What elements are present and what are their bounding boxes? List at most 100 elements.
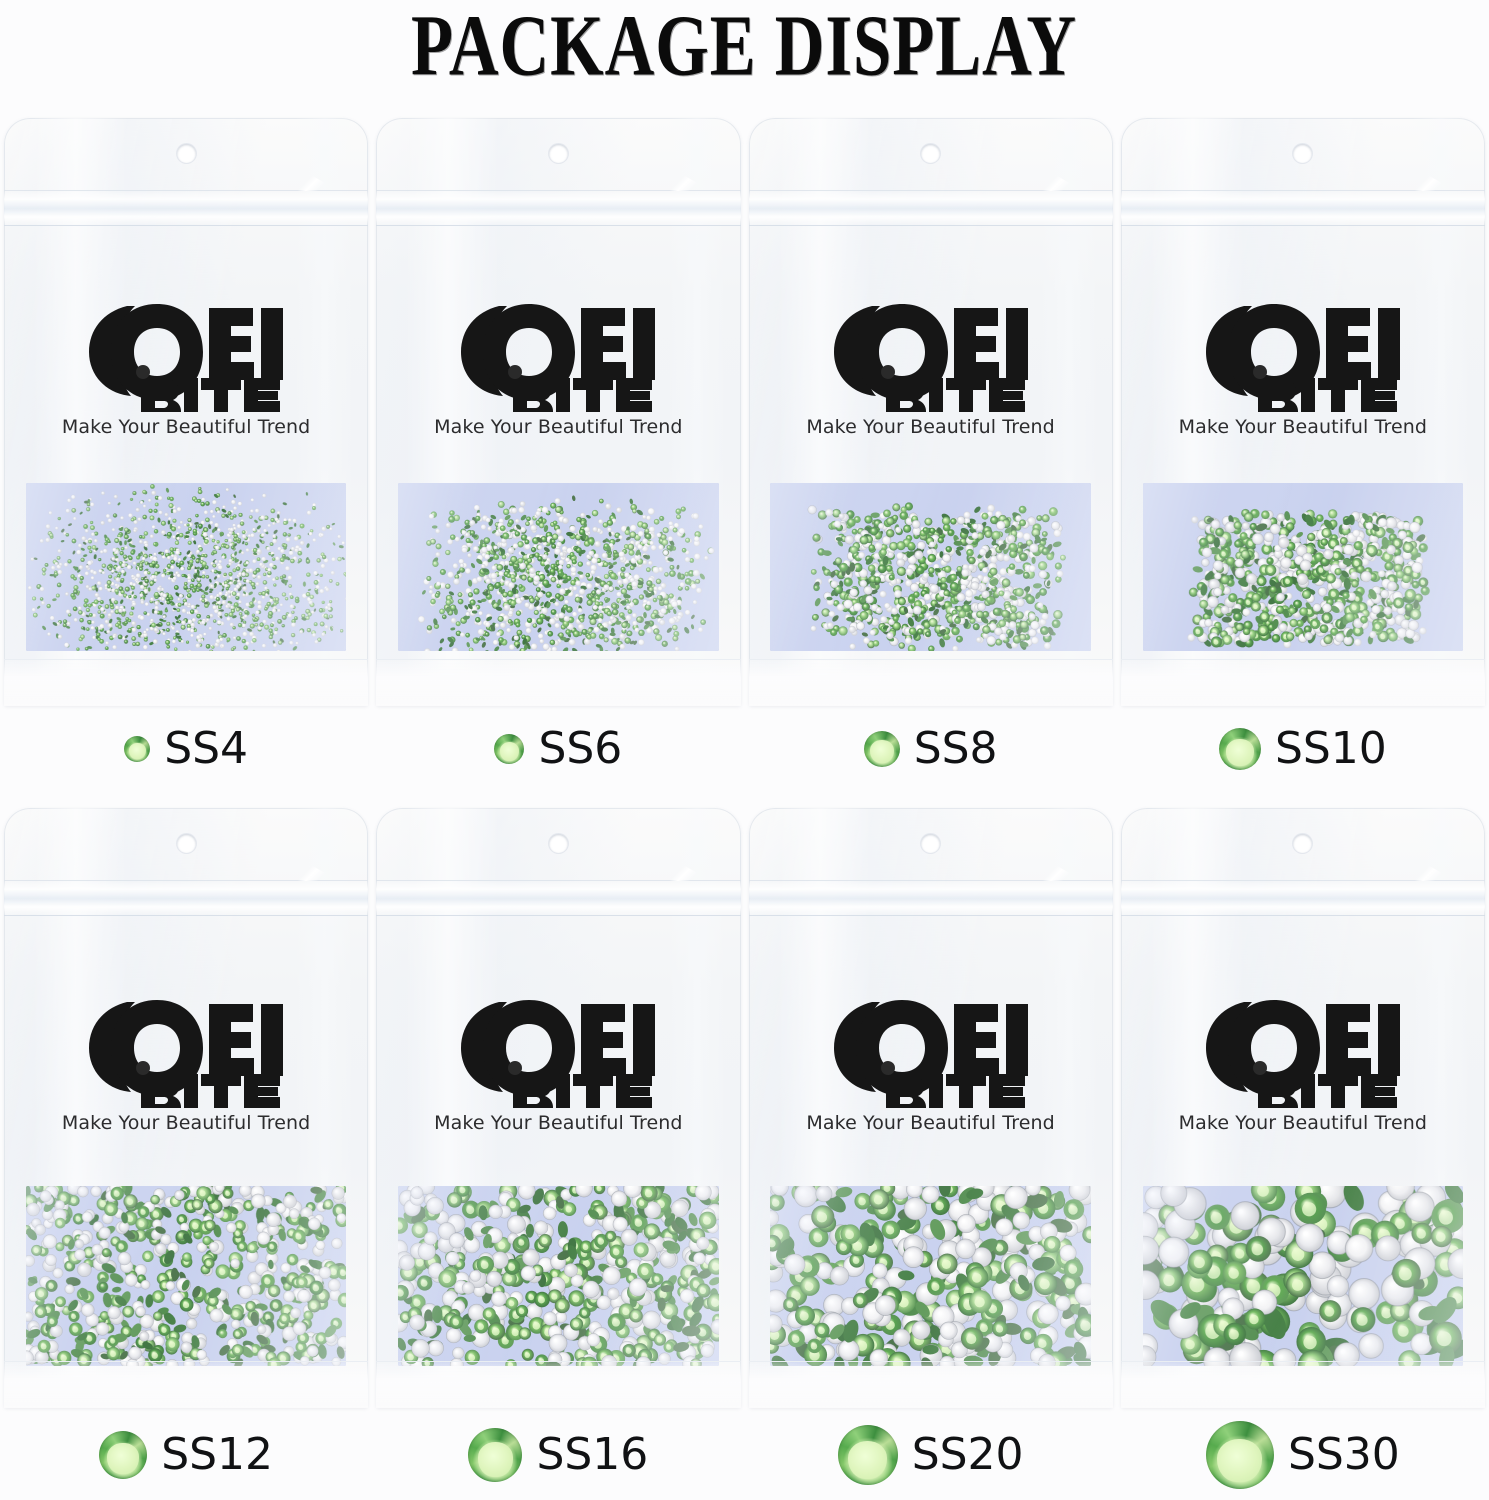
package-pouch[interactable]: Make Your Beautiful Trend [376, 118, 741, 706]
package-cell-ss20[interactable]: Make Your Beautiful Trend SS20 [745, 808, 1117, 1500]
rhinestone-fill [770, 1186, 1091, 1366]
package-pouch[interactable]: Make Your Beautiful Trend [4, 808, 369, 1408]
brand-logo-block: Make Your Beautiful Trend [4, 300, 368, 438]
bag-bottom-seal [376, 659, 741, 706]
rhinestone-fill [770, 483, 1091, 651]
rhinestone-fill [25, 1186, 347, 1366]
stone-window [1142, 1186, 1464, 1366]
brand-tagline: Make Your Beautiful Trend [61, 416, 311, 438]
package-cell-ss12[interactable]: Make Your Beautiful Trend SS12 [0, 808, 372, 1500]
bag-bottom-seal [1120, 659, 1485, 706]
oei-bite-logo-icon [833, 304, 1028, 412]
size-label: SS30 [1287, 1429, 1400, 1480]
hang-hole-icon [548, 834, 568, 853]
gem-swatch-icon [1205, 1421, 1274, 1489]
oei-bite-logo-icon [89, 1000, 284, 1108]
brand-tagline: Make Your Beautiful Trend [1178, 416, 1428, 438]
hang-hole-icon [548, 144, 568, 163]
package-row-top: Make Your Beautiful Trend SS4 [0, 118, 1489, 778]
ziplock-seal [4, 175, 369, 226]
ziplock-seal [376, 175, 741, 226]
oei-bite-logo-icon [89, 304, 284, 412]
package-cell-ss16[interactable]: Make Your Beautiful Trend SS16 [372, 808, 744, 1500]
size-caption: SS10 [1117, 718, 1489, 780]
rhinestone-canvas [1142, 1186, 1464, 1366]
gem-swatch-icon [1218, 728, 1261, 770]
package-cell-ss10[interactable]: Make Your Beautiful Trend SS10 [1117, 118, 1489, 778]
package-pouch[interactable]: Make Your Beautiful Trend [376, 808, 741, 1408]
package-cell-ss8[interactable]: Make Your Beautiful Trend SS8 [745, 118, 1117, 778]
size-caption: SS30 [1117, 1420, 1489, 1490]
gem-swatch-icon [99, 1431, 148, 1479]
brand-logo-block: Make Your Beautiful Trend [376, 300, 740, 438]
oei-bite-logo-icon [1205, 304, 1400, 412]
bag-bottom-seal [4, 1361, 369, 1408]
size-caption: SS16 [372, 1420, 744, 1490]
brand-tagline: Make Your Beautiful Trend [1178, 1112, 1428, 1134]
size-caption: SS4 [0, 718, 372, 780]
package-cell-ss4[interactable]: Make Your Beautiful Trend SS4 [0, 118, 372, 778]
stone-window [770, 1186, 1091, 1366]
brand-logo-block: Make Your Beautiful Trend [749, 996, 1113, 1134]
rhinestone-canvas [398, 1186, 719, 1366]
brand-tagline: Make Your Beautiful Trend [434, 416, 683, 438]
bag-bottom-seal [1120, 1361, 1485, 1408]
package-pouch[interactable]: Make Your Beautiful Trend [1120, 808, 1485, 1408]
hang-hole-icon [921, 144, 941, 163]
brand-tagline: Make Your Beautiful Trend [61, 1112, 311, 1134]
ziplock-seal [1120, 865, 1485, 916]
package-row-bottom: Make Your Beautiful Trend SS12 [0, 808, 1489, 1500]
package-pouch[interactable]: Make Your Beautiful Trend [748, 118, 1113, 706]
gem-swatch-icon [124, 736, 151, 762]
rhinestone-fill [398, 1186, 719, 1366]
hang-hole-icon [1293, 834, 1313, 853]
brand-logo-block: Make Your Beautiful Trend [376, 996, 740, 1134]
ziplock-seal [4, 865, 369, 916]
size-label: SS16 [536, 1429, 649, 1480]
stone-window [1142, 483, 1464, 651]
size-caption: SS8 [745, 718, 1117, 780]
size-label: SS4 [164, 723, 249, 774]
brand-logo-block: Make Your Beautiful Trend [4, 996, 368, 1134]
brand-tagline: Make Your Beautiful Trend [806, 416, 1055, 438]
gem-swatch-icon [468, 1428, 523, 1482]
bag-bottom-seal [748, 1361, 1113, 1408]
page-title: PACKAGE DISPLAY [411, 0, 1078, 95]
brand-logo-block: Make Your Beautiful Trend [1121, 300, 1485, 438]
rhinestone-canvas [25, 1186, 347, 1366]
oei-bite-logo-icon [1205, 1000, 1400, 1108]
package-cell-ss30[interactable]: Make Your Beautiful Trend SS30 [1117, 808, 1489, 1500]
hang-hole-icon [176, 834, 196, 853]
rhinestone-canvas [1142, 483, 1464, 651]
size-caption: SS6 [372, 718, 744, 780]
brand-logo-block: Make Your Beautiful Trend [749, 300, 1113, 438]
package-pouch[interactable]: Make Your Beautiful Trend [4, 118, 369, 706]
package-pouch[interactable]: Make Your Beautiful Trend [1120, 118, 1485, 706]
rhinestone-canvas [770, 483, 1091, 651]
size-label: SS8 [913, 723, 998, 774]
ziplock-seal [748, 175, 1113, 226]
rhinestone-canvas [770, 1186, 1091, 1366]
stone-window [25, 1186, 347, 1366]
ziplock-seal [748, 865, 1113, 916]
stone-window [25, 483, 347, 651]
gem-swatch-icon [494, 734, 525, 764]
gem-swatch-icon [863, 731, 900, 767]
page-title-bar: PACKAGE DISPLAY [0, 0, 1489, 92]
size-label: SS12 [161, 1429, 274, 1480]
bag-bottom-seal [748, 659, 1113, 706]
rhinestone-canvas [398, 483, 719, 651]
rhinestone-fill [1142, 1186, 1464, 1366]
rhinestone-fill [1142, 483, 1464, 651]
size-label: SS10 [1274, 723, 1387, 774]
hang-hole-icon [921, 834, 941, 853]
brand-tagline: Make Your Beautiful Trend [434, 1112, 683, 1134]
ziplock-seal [376, 865, 741, 916]
brand-logo-block: Make Your Beautiful Trend [1121, 996, 1485, 1134]
package-cell-ss6[interactable]: Make Your Beautiful Trend SS6 [372, 118, 744, 778]
package-pouch[interactable]: Make Your Beautiful Trend [748, 808, 1113, 1408]
hang-hole-icon [1293, 144, 1313, 163]
stone-window [770, 483, 1091, 651]
brand-tagline: Make Your Beautiful Trend [806, 1112, 1055, 1134]
rhinestone-fill [398, 483, 719, 651]
